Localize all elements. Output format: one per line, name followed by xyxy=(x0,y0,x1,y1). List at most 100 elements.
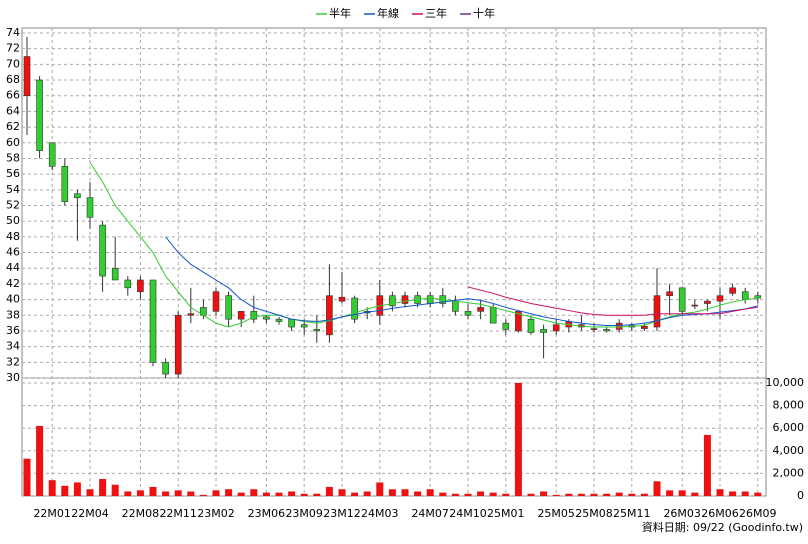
volume-bar xyxy=(48,480,56,496)
legend-label: 半年 xyxy=(329,6,351,20)
x-tick-label: 23M09 xyxy=(285,507,323,520)
x-tick-label: 22M04 xyxy=(71,507,109,520)
volume-bar xyxy=(388,489,396,496)
volume-bar xyxy=(729,491,737,496)
volume-bar xyxy=(36,425,44,496)
x-tick-label: 26M09 xyxy=(739,507,777,520)
candle-body xyxy=(263,316,270,320)
y-tick-label: 62 xyxy=(6,120,20,133)
x-tick-label: 25M11 xyxy=(613,507,651,520)
legend-label: 三年 xyxy=(425,6,447,20)
candle-body xyxy=(641,325,648,329)
y-tick-label: 52 xyxy=(6,199,20,212)
candle-body xyxy=(225,295,232,320)
volume-bar xyxy=(477,491,485,496)
volume-bar xyxy=(325,486,333,496)
y2-tick-label: 4,000 xyxy=(773,444,805,457)
legend-label: 年線 xyxy=(377,6,399,20)
candle-body xyxy=(212,291,220,312)
volume-bar xyxy=(124,491,132,496)
candle-body xyxy=(389,295,396,307)
candle-body xyxy=(741,291,749,300)
volume-bar xyxy=(174,490,182,496)
volume-bar xyxy=(351,492,359,496)
volume-bar xyxy=(703,434,711,496)
y2-tick-label: 2,000 xyxy=(773,466,805,479)
volume-bar xyxy=(401,489,409,496)
y-tick-label: 74 xyxy=(6,26,20,39)
volume-bar xyxy=(615,492,623,496)
x-tick-label: 25M01 xyxy=(487,507,525,520)
volume-bar xyxy=(489,492,497,496)
y-tick-label: 66 xyxy=(6,89,20,102)
volume-bar xyxy=(86,489,94,496)
volume-bar xyxy=(300,493,308,496)
volume-bar xyxy=(439,492,447,496)
candle-body xyxy=(326,295,333,336)
candle-body xyxy=(452,300,459,312)
volume-bar xyxy=(162,491,170,496)
volume-bar xyxy=(338,489,346,496)
candle-body xyxy=(401,295,409,304)
volume-bar xyxy=(212,490,220,496)
candle-body xyxy=(288,318,295,328)
candle-body xyxy=(540,329,547,333)
footnote: 資料日期: 09/22 (Goodinfo.tw) xyxy=(642,520,803,534)
y2-tick-label: 6,000 xyxy=(773,421,805,434)
volume-bar xyxy=(741,491,749,496)
candle-body xyxy=(338,296,346,302)
candle-body xyxy=(124,279,132,289)
y2-tick-label: 10,000 xyxy=(766,376,805,389)
candle-body xyxy=(162,362,169,375)
volume-bar xyxy=(628,493,636,496)
candle-body xyxy=(515,311,522,332)
ma-line xyxy=(165,236,758,326)
volume-bar xyxy=(640,493,648,496)
candle-body xyxy=(74,193,81,198)
volume-bar xyxy=(73,482,81,496)
volume-bar xyxy=(225,489,233,496)
candle-body xyxy=(111,267,119,281)
volume-bar xyxy=(577,493,585,496)
ma-line xyxy=(467,286,758,316)
y-tick-label: 60 xyxy=(6,136,20,149)
y-tick-label: 54 xyxy=(6,183,20,196)
candle-body xyxy=(691,304,699,307)
y-tick-label: 56 xyxy=(6,167,20,180)
volume-bar xyxy=(502,493,510,496)
candle-body xyxy=(704,300,711,304)
volume-bar xyxy=(23,458,31,496)
x-tick-label: 26M06 xyxy=(701,507,739,520)
x-tick-label: 23M02 xyxy=(197,507,235,520)
y-tick-label: 38 xyxy=(6,308,20,321)
volume-bar xyxy=(275,492,283,496)
candle-body xyxy=(678,287,686,312)
candle-body xyxy=(426,295,434,304)
candle-body xyxy=(552,324,560,332)
x-tick-label: 25M05 xyxy=(537,507,575,520)
volume-bar xyxy=(691,492,699,496)
x-tick-label: 25M08 xyxy=(575,507,613,520)
volume-bar xyxy=(451,493,459,496)
candle-body xyxy=(187,313,195,316)
volume-bar xyxy=(288,491,296,496)
x-tick-label: 26M03 xyxy=(663,507,701,520)
volume-bar xyxy=(552,494,560,496)
volume-bar xyxy=(527,493,535,496)
y-tick-label: 64 xyxy=(6,104,20,117)
volume-bar xyxy=(187,491,195,496)
x-tick-label: 22M11 xyxy=(159,507,197,520)
y2-tick-label: 0 xyxy=(797,489,804,502)
legend-label: 十年 xyxy=(473,6,495,20)
candle-body xyxy=(729,287,736,294)
candle-body xyxy=(590,328,598,330)
candle-body xyxy=(615,322,623,330)
candle-body xyxy=(237,311,245,320)
x-tick-label: 23M06 xyxy=(248,507,286,520)
ma-line xyxy=(89,162,758,328)
candle-body xyxy=(86,197,94,218)
candle-body xyxy=(137,279,144,293)
candle-body xyxy=(149,279,157,363)
candle-body xyxy=(313,329,321,332)
volume-bar xyxy=(237,492,245,496)
